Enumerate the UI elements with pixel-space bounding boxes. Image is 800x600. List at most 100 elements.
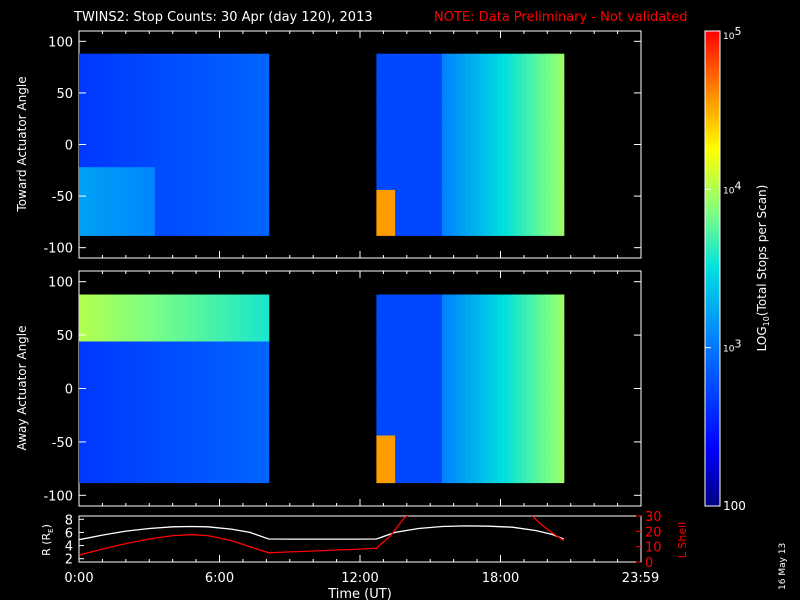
heatmap-cell <box>173 388 180 413</box>
heatmap-cell <box>507 99 513 123</box>
heatmap-cell <box>192 76 199 100</box>
heatmap-cell <box>164 365 170 390</box>
heatmap-cell <box>131 189 137 214</box>
heatmap-cell <box>164 435 170 460</box>
heatmap-cell <box>427 53 434 77</box>
heatmap-cell <box>376 459 382 484</box>
heatmap-cell <box>465 365 471 390</box>
heatmap-cell <box>474 412 481 437</box>
heatmap-cell <box>235 294 241 319</box>
heatmap-cell <box>216 99 222 123</box>
heatmap-cell <box>470 121 476 146</box>
heatmap-cell <box>226 341 232 366</box>
heatmap-cell <box>427 388 434 413</box>
heatmap-cell <box>107 53 113 77</box>
heatmap-cell <box>254 365 260 390</box>
heatmap-cell <box>488 121 495 146</box>
heatmap-cell <box>413 435 420 460</box>
heatmap-cell <box>107 76 113 100</box>
heatmap-cell <box>446 341 452 366</box>
heatmap-cell <box>178 144 184 168</box>
heatmap-cell <box>240 76 246 100</box>
heatmap-cell <box>263 294 270 319</box>
heatmap-cell <box>188 53 194 77</box>
heatmap-cell <box>216 167 222 191</box>
heatmap-cell <box>385 144 392 168</box>
heatmap-cell <box>79 99 85 123</box>
heatmap-cell <box>521 53 527 77</box>
heatmap-cell <box>221 388 227 413</box>
heatmap-cell <box>437 99 443 123</box>
heatmap-cell <box>516 341 523 366</box>
heatmap-cell <box>423 435 429 460</box>
heatmap-cell <box>169 388 175 413</box>
heatmap-cell <box>526 212 532 236</box>
heatmap-cell <box>427 167 434 191</box>
heatmap-cell <box>88 53 94 77</box>
heatmap-cell <box>521 189 527 214</box>
heatmap-cell <box>154 435 161 460</box>
heatmap-cell <box>173 412 180 437</box>
heatmap-cell <box>150 388 156 413</box>
heatmap-cell <box>479 99 485 123</box>
heatmap-cell <box>465 294 471 319</box>
heatmap-cell <box>521 144 527 168</box>
heatmap-cell <box>207 76 213 100</box>
heatmap-cell <box>549 365 555 390</box>
heatmap-cell <box>540 212 546 236</box>
heatmap-cell <box>169 121 175 146</box>
heatmap-cell <box>437 388 443 413</box>
heatmap-cell <box>216 435 222 460</box>
heatmap-cell <box>390 412 396 437</box>
heatmap-cell <box>423 167 429 191</box>
heatmap-cell <box>259 167 265 191</box>
heatmap-cell <box>188 189 194 214</box>
heatmap-cell <box>559 212 565 236</box>
heatmap-cell <box>188 341 194 366</box>
heatmap-cell <box>549 189 555 214</box>
heatmap-cell <box>413 167 420 191</box>
heatmap-cell <box>107 167 113 191</box>
heatmap-cell <box>254 53 260 77</box>
heatmap-cell <box>211 76 218 100</box>
heatmap-cell <box>102 99 109 123</box>
heatmap-cell <box>145 144 151 168</box>
heatmap-cell <box>93 144 99 168</box>
heatmap-cell <box>376 318 382 343</box>
heatmap-cell <box>112 388 118 413</box>
heatmap-cell <box>390 189 396 214</box>
heatmap-cell <box>544 53 551 77</box>
heatmap-cell <box>154 341 161 366</box>
heatmap-cell <box>263 412 270 437</box>
heatmap-cell <box>446 53 452 77</box>
heatmap-cell <box>188 435 194 460</box>
heatmap-cell <box>413 294 420 319</box>
heatmap-cell <box>140 435 146 460</box>
heatmap-cell <box>116 144 123 168</box>
heatmap-cell <box>93 318 99 343</box>
heatmap-cell <box>140 53 146 77</box>
heatmap-cell <box>498 76 504 100</box>
heatmap-cell <box>211 412 218 437</box>
heatmap-cell <box>512 144 518 168</box>
heatmap-cell <box>131 212 137 236</box>
heatmap-cell <box>235 365 241 390</box>
heatmap-cell <box>554 318 560 343</box>
heatmap-cell <box>535 76 541 100</box>
heatmap-cell <box>507 318 513 343</box>
heatmap-cell <box>484 294 490 319</box>
heatmap-cell <box>207 318 213 343</box>
heatmap-cell <box>178 435 184 460</box>
heatmap-cell <box>107 365 113 390</box>
heatmap-cell <box>97 318 104 343</box>
heatmap-cell <box>263 318 270 343</box>
heatmap-cell <box>418 435 424 460</box>
heatmap-cell <box>131 144 137 168</box>
heatmap-cell <box>126 341 132 366</box>
heatmap-cell <box>102 365 109 390</box>
heatmap-cell <box>211 318 218 343</box>
heatmap-cell <box>140 189 146 214</box>
heatmap-cell <box>521 459 527 484</box>
heatmap-cell <box>540 318 546 343</box>
heatmap-cell <box>460 53 466 77</box>
